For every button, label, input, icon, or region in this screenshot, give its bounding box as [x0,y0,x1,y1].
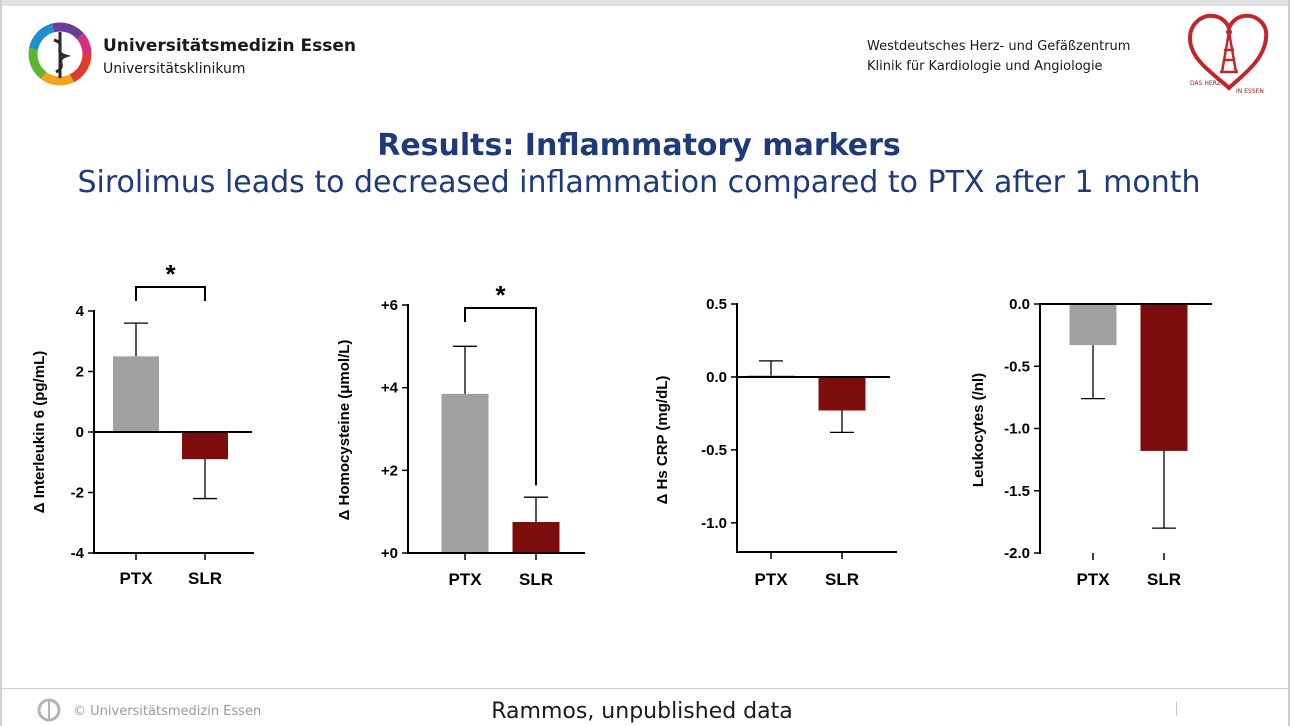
y-axis-label: Δ Homocysteine (μmol/L) [336,340,353,521]
y-tick-label: +2 [381,462,398,479]
x-tick-label: SLR [1147,570,1181,589]
y-tick-label: -0.5 [1004,358,1030,375]
significance-marker: * [165,259,176,289]
y-tick-label: -4 [71,545,85,562]
slide-subtitle: Sirolimus leads to decreased inflammatio… [77,165,1201,200]
y-tick-label: -1.0 [1004,421,1030,438]
y-tick-label: -1.5 [1004,483,1030,500]
y-axis-label: Leukocytes (/nl) [970,373,987,487]
window-top-border [0,0,1290,6]
window-right-border [1288,0,1290,726]
bar-ptx [1069,304,1117,346]
y-tick-label: -2 [71,485,84,502]
x-tick-label: PTX [448,570,482,589]
x-tick-label: PTX [754,570,788,589]
y-tick-label: 0 [76,424,84,441]
y-tick-label: -1.0 [701,515,727,532]
x-tick-label: SLR [519,570,553,589]
footer-source: Rammos, unpublished data [491,699,793,724]
y-tick-label: +0 [381,545,398,562]
bar-slr [512,522,560,553]
y-tick-label: +4 [381,380,399,397]
heart-logo-text-2: IN ESSEN [1236,88,1264,95]
x-tick-label: SLR [188,569,222,588]
significance-marker: * [495,280,506,310]
university-subtitle: Universitätsklinikum [103,61,246,77]
footer-separator [1176,702,1177,716]
footer-divider [2,688,1288,689]
x-tick-label: SLR [825,570,859,589]
slide-title: Results: Inflammatory markers [377,128,901,163]
y-tick-label: -0.5 [701,442,727,459]
clinic-name: Klinik für Kardiologie und Angiologie [867,59,1103,74]
bar-ptx [441,393,489,553]
y-tick-label: 2 [76,364,84,381]
y-tick-label: 0.5 [706,296,727,313]
footer-logo-icon [37,698,61,722]
y-tick-label: 4 [76,303,85,320]
x-tick-label: PTX [119,569,153,588]
heart-logo-icon [1187,13,1269,91]
center-name: Westdeutsches Herz- und Gefäßzentrum [867,39,1131,54]
x-tick-label: PTX [1076,570,1110,589]
university-logo-icon [28,22,92,86]
y-tick-label: -2.0 [1004,545,1030,562]
y-tick-label: +6 [381,297,398,314]
significance-bracket [135,286,206,301]
bar-slr [818,376,866,411]
y-axis-label: Δ Hs CRP (mg/dL) [654,376,671,505]
y-tick-label: 0.0 [1009,296,1030,313]
y-tick-label: 0.0 [706,369,727,386]
bar-ptx [113,356,159,432]
university-name: Universitätsmedizin Essen [103,36,356,56]
y-axis-label: Δ Interleukin 6 (pg/mL) [31,351,48,513]
heart-logo-caption: DAS HERZ IN ESSEN [1188,80,1268,100]
bar-slr [182,432,228,460]
heart-logo-text-1: DAS HERZ [1190,80,1221,87]
significance-bracket [464,307,537,486]
bar-slr [1140,304,1188,451]
window-left-border [0,0,2,726]
footer-copyright: © Universitätsmedizin Essen [73,704,262,719]
